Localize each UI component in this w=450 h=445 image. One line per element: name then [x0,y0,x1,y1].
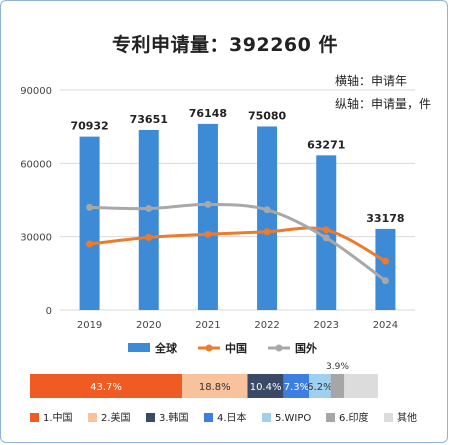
series-point [204,200,212,208]
series-point [322,234,330,242]
bar [375,228,396,310]
series-point [322,226,330,234]
x-tick-label: 2022 [254,320,279,331]
share-segment [182,374,248,398]
series-line [89,226,387,263]
share-legend-swatch [146,413,155,422]
share-label: 7.3% [284,382,309,393]
share-segment [330,374,345,398]
share-legend-swatch [262,413,271,422]
share-legend-label: 其他 [397,411,417,424]
share-label: 3.9% [326,362,349,372]
chart-title: 专利申请量：392260 件 [112,34,338,56]
legend-label: 全球 [154,341,178,355]
y-tick-label: 90000 [20,86,52,97]
series-point [381,277,389,285]
series-point [86,203,94,211]
share-legend-swatch [88,413,97,422]
x-tick-label: 2023 [314,320,339,331]
x-axis-note: 横轴：申请年 [335,74,408,88]
legend-label: 中国 [225,341,247,355]
series-point [263,228,271,236]
bar [197,123,218,310]
bar-value-label: 33178 [366,212,404,225]
share-legend-swatch [30,413,39,422]
series-point [204,230,212,238]
share-legend-swatch [326,413,335,422]
share-segment [309,374,331,398]
bar [138,129,159,310]
series-point [263,206,271,214]
y-tick-label: 60000 [20,159,52,170]
series-point [381,257,389,265]
series-line [89,202,387,282]
share-label: 6.2% [307,382,332,393]
legend-marker [275,344,283,352]
legend-label: 国外 [295,341,317,355]
share-legend-label: 1.中国 [43,411,73,424]
y-axis-note: 纵轴：申请量，件 [335,97,432,111]
bar-value-label: 75080 [248,109,287,122]
share-legend-label: 2.美国 [101,411,131,424]
y-tick-label: 0 [46,306,52,317]
share-legend-swatch [384,413,393,422]
share-segment [247,374,284,398]
x-tick-label: 2024 [373,320,398,331]
bar-value-label: 73651 [130,113,168,126]
series-point [86,240,94,248]
series-point [145,233,153,241]
series-point [145,205,153,213]
share-legend-label: 4.日本 [217,411,247,424]
bar [79,136,100,310]
share-legend-label: 3.韩国 [159,411,189,424]
share-legend-label: 6.印度 [339,411,369,424]
y-tick-label: 30000 [20,233,52,244]
bar-value-label: 76148 [189,107,227,120]
share-label: 43.7% [90,382,122,393]
share-legend-swatch [204,413,213,422]
legend-swatch [128,343,150,352]
share-segment [344,374,378,398]
x-tick-label: 2021 [195,320,220,331]
share-segment [283,374,310,398]
bar-value-label: 63271 [307,138,345,151]
share-label: 18.8% [199,382,231,393]
share-segment [30,374,183,398]
x-tick-label: 2020 [136,320,161,331]
bar-value-label: 70932 [70,120,108,133]
share-legend-label: 5.WIPO [275,413,311,424]
bar [257,126,278,311]
legend-marker [205,344,213,352]
share-label: 10.4% [250,382,282,393]
x-tick-label: 2019 [77,320,102,331]
